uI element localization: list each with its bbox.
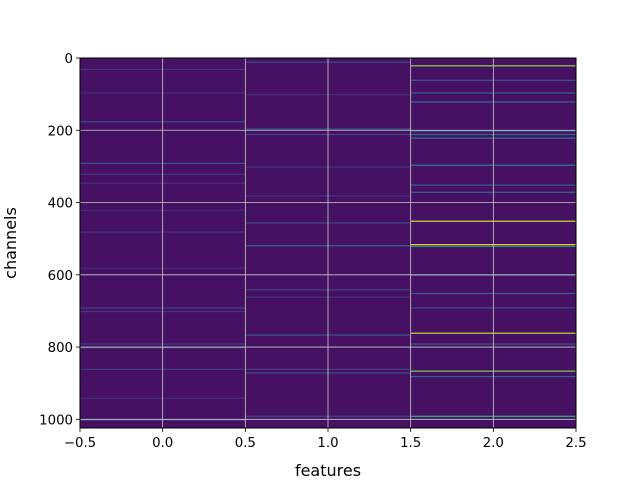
x-axis-label: features bbox=[295, 461, 361, 480]
x-tick-label: −0.5 bbox=[64, 436, 96, 451]
y-tick-label: 800 bbox=[48, 341, 73, 356]
x-tick-label: 2.5 bbox=[565, 436, 586, 451]
x-tick-label: 0.5 bbox=[235, 436, 256, 451]
x-tick-label: 2.0 bbox=[483, 436, 504, 451]
y-tick-label: 600 bbox=[48, 269, 73, 284]
y-tick-label: 1000 bbox=[39, 413, 73, 428]
x-axis: −0.5 0.0 0.5 1.0 1.5 2.0 2.5 bbox=[64, 428, 587, 451]
y-tick-label: 200 bbox=[48, 124, 73, 139]
y-tick-label: 400 bbox=[48, 197, 73, 212]
x-tick-label: 1.5 bbox=[400, 436, 421, 451]
x-tick-label: 0.0 bbox=[152, 436, 173, 451]
x-tick-label: 1.0 bbox=[317, 436, 338, 451]
y-axis: 0 200 400 600 800 1000 bbox=[39, 52, 80, 428]
y-axis-label: channels bbox=[1, 207, 20, 279]
y-tick-label: 0 bbox=[65, 52, 73, 67]
